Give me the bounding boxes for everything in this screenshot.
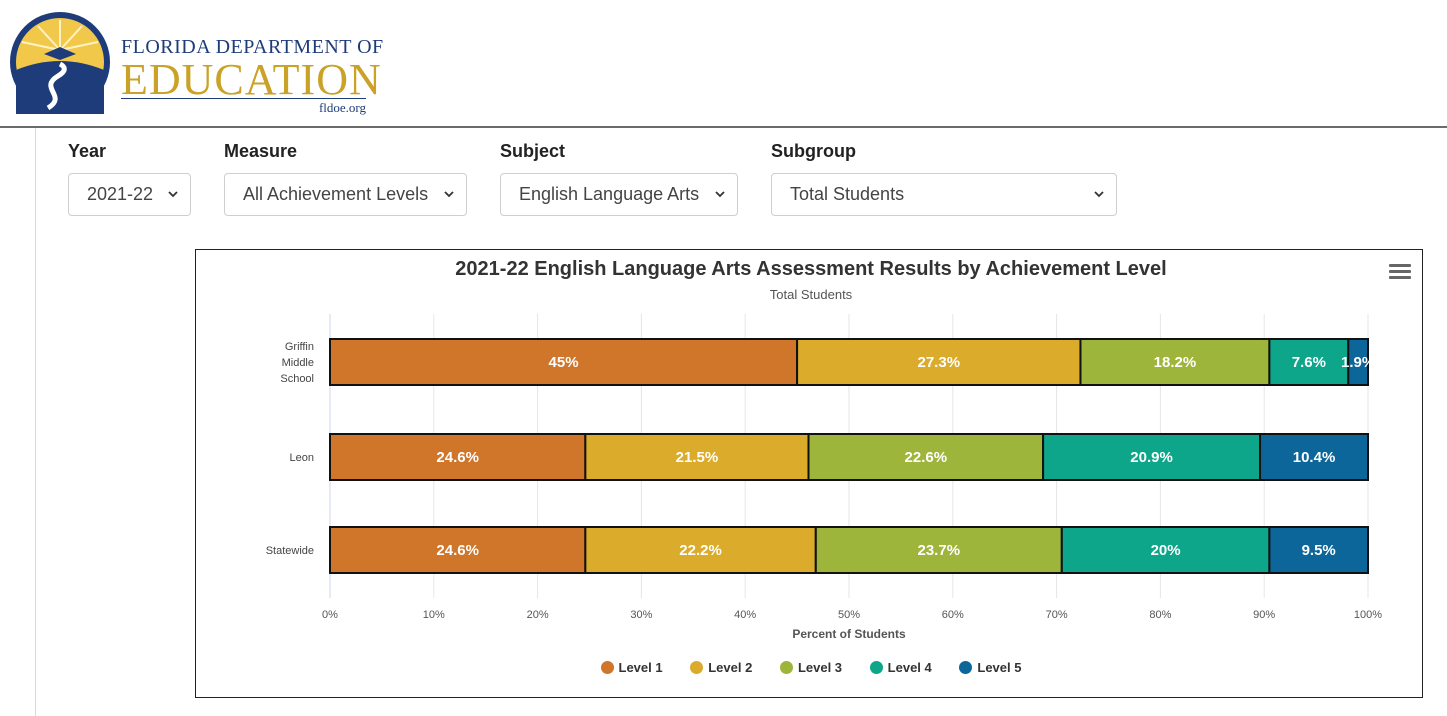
bar-segment [814, 526, 1063, 574]
x-tick-label: 90% [1253, 609, 1275, 621]
subgroup-filter: Subgroup Total Students [771, 140, 1117, 216]
subject-select-value: English Language Arts [519, 184, 700, 204]
legend-item-level-1[interactable]: Level 1 [600, 660, 663, 675]
x-tick-label: 80% [1149, 609, 1171, 621]
chart-container: 2021-22 English Language Arts Assessment… [195, 249, 1423, 698]
bar-segment [584, 433, 810, 481]
data-label: 9.5% [1302, 542, 1336, 559]
content-left-border [35, 128, 36, 716]
category-label: Griffin [285, 341, 314, 353]
bar-segment [1060, 526, 1271, 574]
chart-title: 2021-22 English Language Arts Assessment… [455, 258, 1167, 280]
data-label: 22.6% [905, 449, 948, 466]
subject-select[interactable]: English Language Arts [500, 173, 738, 216]
legend-dot-icon [690, 661, 704, 674]
bar-segment [1347, 338, 1369, 386]
subgroup-filter-label: Subgroup [771, 141, 856, 161]
data-label: 24.6% [436, 449, 479, 466]
chart-menu-button[interactable] [1389, 264, 1411, 282]
measure-select-value: All Achievement Levels [243, 184, 429, 204]
data-label: 27.3% [918, 354, 961, 371]
subgroup-select-value: Total Students [790, 184, 905, 204]
data-label: 10.4% [1293, 449, 1336, 466]
legend-dot-icon [600, 661, 614, 674]
data-label: 45% [549, 354, 579, 371]
data-label: 7.6% [1292, 354, 1326, 371]
data-label: 24.6% [436, 542, 479, 559]
data-label: 21.5% [676, 449, 719, 466]
category-label: Middle [282, 357, 314, 369]
bar-segment [329, 338, 799, 386]
year-filter-label: Year [68, 141, 107, 161]
measure-filter: Measure All Achievement Levels [224, 140, 467, 216]
x-tick-label: 20% [527, 609, 549, 621]
fldoe-logo[interactable]: FLORIDA DEPARTMENT OF EDUCATION fldoe.or… [8, 10, 383, 115]
chart-subtitle: Total Students [769, 287, 853, 302]
x-tick-label: 60% [942, 609, 964, 621]
x-tick-label: 40% [734, 609, 756, 621]
chart-plot: 0% 10% 20% 30% 40% 50% 60% 70% 80% 90% 100% Percent… [266, 314, 1382, 641]
x-axis-title: Percent of Students [792, 627, 906, 641]
x-tick-label: 0% [322, 609, 338, 621]
logo-url-rule: fldoe.org [121, 98, 366, 115]
x-tick-label: 10% [423, 609, 445, 621]
data-label: 18.2% [1154, 354, 1197, 371]
data-label: 20% [1151, 542, 1181, 559]
bar-segment [1268, 526, 1370, 574]
bar-segment [584, 526, 817, 574]
logo-wordmark: FLORIDA DEPARTMENT OF EDUCATION fldoe.or… [121, 36, 384, 115]
subject-filter-label: Subject [500, 141, 566, 161]
chevron-down-icon [444, 191, 454, 198]
category-label: Leon [290, 452, 314, 464]
data-label: 22.2% [679, 542, 722, 559]
logo-line-1: FLORIDA DEPARTMENT OF [121, 36, 384, 58]
subgroup-select[interactable]: Total Students [771, 173, 1117, 216]
legend-dot-icon [869, 661, 883, 674]
menu-icon [1389, 264, 1411, 267]
legend-dot-icon [959, 661, 973, 674]
x-tick-label: 30% [630, 609, 652, 621]
chevron-down-icon [715, 191, 725, 198]
bar-segment [1079, 338, 1271, 386]
legend-item-level-3[interactable]: Level 3 [779, 660, 842, 675]
data-label: 23.7% [918, 542, 961, 559]
legend-item-level-4[interactable]: Level 4 [869, 660, 932, 675]
legend-dot-icon [779, 661, 793, 674]
chevron-down-icon [168, 191, 178, 198]
x-tick-label: 50% [838, 609, 860, 621]
x-tick-label: 100% [1354, 609, 1382, 621]
bar-segment [1259, 433, 1369, 481]
logo-url: fldoe.org [318, 100, 366, 115]
site-header: FLORIDA DEPARTMENT OF EDUCATION fldoe.or… [0, 0, 1447, 128]
year-filter: Year 2021-22 [68, 140, 191, 216]
year-select[interactable]: 2021-22 [68, 173, 191, 216]
chart-legend: Level 1 Level 2 Level 3 Level 4 Level 5 [196, 660, 1426, 675]
chevron-down-icon [1094, 191, 1104, 198]
bar-segment [329, 433, 587, 481]
data-label: 1.9% [1341, 354, 1375, 371]
bar-segment [807, 433, 1045, 481]
measure-select[interactable]: All Achievement Levels [224, 173, 467, 216]
measure-filter-label: Measure [224, 141, 298, 161]
fldoe-seal-icon [10, 12, 110, 114]
category-label: Statewide [266, 545, 314, 557]
legend-item-level-2[interactable]: Level 2 [690, 660, 752, 675]
bar-segment [1268, 338, 1350, 386]
category-label: School [280, 373, 314, 385]
data-label: 20.9% [1130, 449, 1173, 466]
legend-item-level-5[interactable]: Level 5 [959, 660, 1021, 675]
bar-segment [329, 526, 587, 574]
bar-segment [796, 338, 1082, 386]
year-select-value: 2021-22 [87, 184, 154, 204]
logo-line-2: EDUCATION [121, 55, 382, 104]
x-tick-label: 70% [1046, 609, 1068, 621]
subject-filter: Subject English Language Arts [500, 140, 738, 216]
